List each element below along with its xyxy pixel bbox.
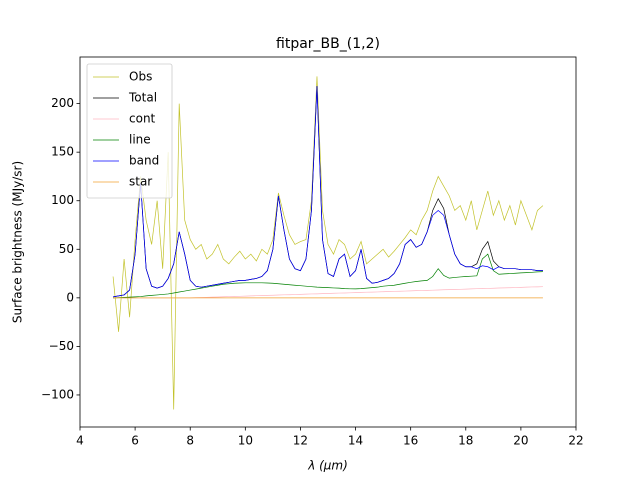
legend-label: Obs (129, 70, 152, 84)
y-tick-label: −50 (49, 339, 74, 353)
legend-label: band (129, 154, 159, 168)
y-tick-label: 100 (51, 193, 74, 207)
x-tick-label: 20 (513, 434, 528, 448)
y-tick-label: 50 (59, 242, 74, 256)
y-axis-label: Surface brightness (MJy/sr) (11, 161, 25, 323)
y-tick-label: −100 (41, 387, 74, 401)
series-line (113, 86, 543, 298)
y-tick-label: 0 (66, 290, 74, 304)
y-tick-label: 200 (51, 96, 74, 110)
x-tick-label: 22 (568, 434, 583, 448)
axes-frame (79, 56, 577, 428)
x-tick-label: 14 (348, 434, 363, 448)
series-line (113, 253, 543, 299)
x-tick-label: 16 (403, 434, 418, 448)
x-tick-label: 12 (293, 434, 308, 448)
legend-label: cont (129, 112, 156, 126)
x-tick-label: 4 (76, 434, 84, 448)
x-axis-label: λ (μm) (307, 459, 348, 473)
legend-label: line (129, 133, 151, 147)
plot-lines (112, 76, 544, 410)
legend: Obs Total cont line band star (86, 63, 173, 199)
legend-label: star (129, 175, 152, 189)
chart-title: fitpar_BB_(1,2) (276, 36, 380, 52)
legend-box (86, 63, 173, 199)
legend-label: Total (128, 91, 157, 105)
x-tick-label: 8 (186, 434, 194, 448)
x-tick-label: 6 (131, 434, 139, 448)
y-tick-label: 150 (51, 145, 74, 159)
x-tick-label: 18 (458, 434, 473, 448)
series-line (112, 76, 544, 410)
x-tick-label: 10 (238, 434, 253, 448)
